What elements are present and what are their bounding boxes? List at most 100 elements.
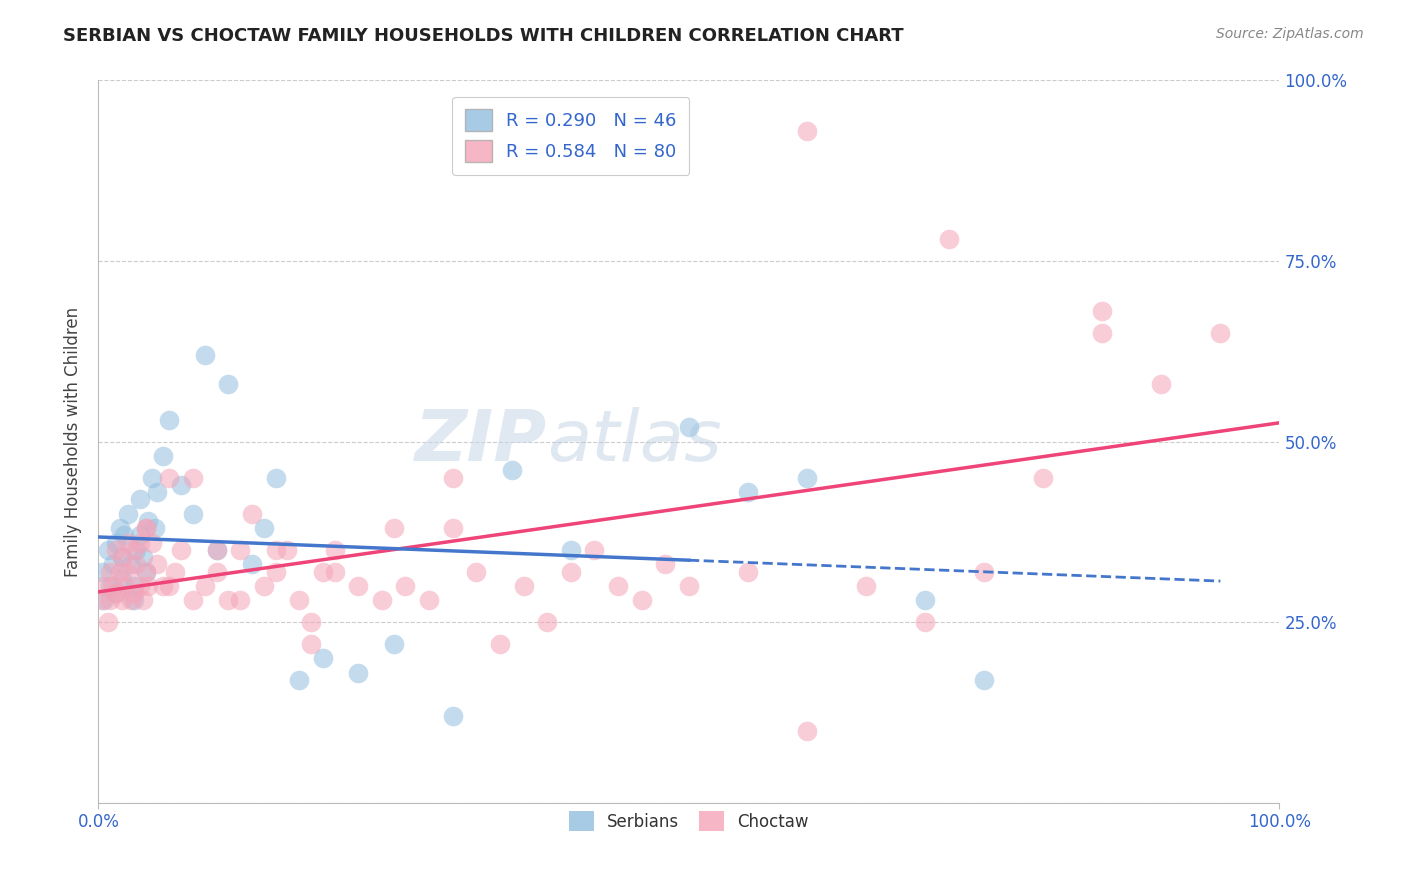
Point — [157, 471, 180, 485]
Point — [152, 449, 174, 463]
Point — [117, 565, 139, 579]
Point — [112, 528, 135, 542]
Legend: Serbians, Choctaw: Serbians, Choctaw — [558, 801, 820, 841]
Point — [128, 535, 150, 549]
Point — [152, 579, 174, 593]
Point — [111, 572, 134, 586]
Point — [108, 565, 131, 579]
Point — [299, 637, 322, 651]
Point — [489, 637, 512, 651]
Point — [323, 542, 346, 557]
Point — [264, 565, 287, 579]
Point — [146, 558, 169, 572]
Point — [132, 550, 155, 565]
Point — [93, 593, 115, 607]
Point — [157, 413, 180, 427]
Point — [973, 565, 995, 579]
Point — [194, 579, 217, 593]
Point — [1091, 304, 1114, 318]
Point — [128, 492, 150, 507]
Point — [205, 565, 228, 579]
Point — [253, 521, 276, 535]
Point — [1150, 376, 1173, 391]
Point — [132, 593, 155, 607]
Point — [122, 586, 145, 600]
Point — [465, 565, 488, 579]
Y-axis label: Family Households with Children: Family Households with Children — [63, 307, 82, 576]
Point — [678, 579, 700, 593]
Point — [98, 565, 121, 579]
Point — [347, 665, 370, 680]
Point — [323, 565, 346, 579]
Point — [512, 579, 534, 593]
Point — [1032, 471, 1054, 485]
Point — [165, 565, 187, 579]
Point — [135, 521, 157, 535]
Point — [194, 348, 217, 362]
Point — [855, 579, 877, 593]
Point — [914, 615, 936, 630]
Point — [143, 521, 166, 535]
Point — [91, 593, 114, 607]
Text: Source: ZipAtlas.com: Source: ZipAtlas.com — [1216, 27, 1364, 41]
Point — [101, 558, 124, 572]
Point — [441, 471, 464, 485]
Point — [97, 615, 120, 630]
Point — [205, 542, 228, 557]
Point — [583, 542, 606, 557]
Point — [136, 579, 159, 593]
Point — [181, 593, 204, 607]
Point — [97, 542, 120, 557]
Point — [253, 579, 276, 593]
Point — [91, 565, 114, 579]
Point — [135, 521, 157, 535]
Point — [122, 579, 145, 593]
Point — [136, 514, 159, 528]
Point — [157, 579, 180, 593]
Point — [1091, 326, 1114, 341]
Point — [98, 593, 121, 607]
Text: atlas: atlas — [547, 407, 721, 476]
Point — [560, 565, 582, 579]
Point — [796, 723, 818, 738]
Point — [105, 542, 128, 557]
Point — [560, 542, 582, 557]
Point — [312, 651, 335, 665]
Point — [347, 579, 370, 593]
Point — [536, 615, 558, 630]
Point — [105, 586, 128, 600]
Text: SERBIAN VS CHOCTAW FAMILY HOUSEHOLDS WITH CHILDREN CORRELATION CHART: SERBIAN VS CHOCTAW FAMILY HOUSEHOLDS WIT… — [63, 27, 904, 45]
Point — [105, 586, 128, 600]
Point — [418, 593, 440, 607]
Point — [678, 420, 700, 434]
Point — [112, 579, 135, 593]
Point — [229, 542, 252, 557]
Point — [125, 558, 148, 572]
Point — [111, 550, 134, 565]
Point — [128, 528, 150, 542]
Point — [371, 593, 394, 607]
Point — [217, 593, 239, 607]
Point — [607, 579, 630, 593]
Point — [181, 471, 204, 485]
Point — [382, 521, 405, 535]
Point — [1209, 326, 1232, 341]
Point — [973, 673, 995, 687]
Point — [111, 593, 134, 607]
Point — [914, 593, 936, 607]
Point — [796, 471, 818, 485]
Point — [108, 521, 131, 535]
Point — [240, 507, 263, 521]
Point — [170, 478, 193, 492]
Point — [240, 558, 263, 572]
Point — [737, 565, 759, 579]
Point — [217, 376, 239, 391]
Point — [299, 615, 322, 630]
Point — [312, 565, 335, 579]
Point — [737, 485, 759, 500]
Point — [288, 673, 311, 687]
Point — [229, 593, 252, 607]
Point — [170, 542, 193, 557]
Point — [441, 521, 464, 535]
Point — [205, 542, 228, 557]
